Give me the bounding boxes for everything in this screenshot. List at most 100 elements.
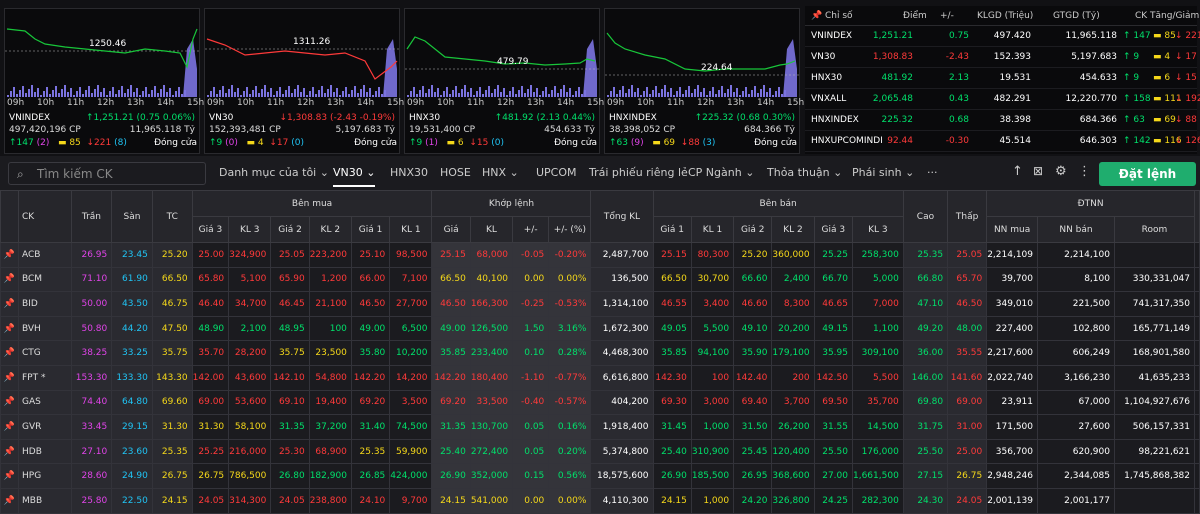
index-row[interactable]: HNXINDEX 225.32 0.68 38.398 684.366 ↑ 63 ▬ 69 ↓… xyxy=(805,110,1197,131)
pin-icon[interactable]: 📌 xyxy=(0,266,19,293)
order-button[interactable]: Đặt lệnh xyxy=(1099,162,1196,186)
table-row[interactable]: 📌 GVR 33.45 29.15 31.30 31.30 58,100 31.35 37,20… xyxy=(0,414,1200,440)
stock-symbol[interactable]: FPT * xyxy=(18,364,72,391)
group-sell: Bên bán xyxy=(652,190,904,217)
col-18[interactable]: KL 2 xyxy=(771,216,815,243)
col-15[interactable]: Giá 1 xyxy=(652,216,692,243)
col-9[interactable]: KL 1 xyxy=(389,216,433,243)
stock-symbol[interactable]: GVR xyxy=(18,414,72,440)
stock-symbol[interactable]: CTG xyxy=(18,340,72,366)
col-low[interactable]: Thấp xyxy=(947,190,988,243)
tab-2[interactable]: HNX30 xyxy=(390,166,429,179)
index-chart-vnindex[interactable]: 1250.46 09h 10h 11h 12h 13h 14h 15h VNINDEX ↑1… xyxy=(4,8,204,154)
col-total-vol[interactable]: Tổng KL xyxy=(590,190,654,243)
index-row[interactable]: HNX30 481.92 2.13 19.531 454.633 ↑ 9 ▬ 6 ↓ 15 xyxy=(805,68,1197,89)
tab-7[interactable]: CP Ngành ⌄ xyxy=(688,166,755,179)
col-23[interactable]: NN mua xyxy=(986,216,1038,243)
index-row[interactable]: HNXUPCOMINDI 92.44 -0.30 45.514 646.303 ↑ 142… xyxy=(805,131,1200,152)
tab-5[interactable]: UPCOM xyxy=(536,166,577,179)
table-row[interactable]: 📌 HDB 27.10 23.60 25.35 25.25 216,000 25.30 68,9… xyxy=(0,438,1200,465)
chart-index-name: HNX30 xyxy=(409,113,441,123)
index-row[interactable]: VN30 1,308.83 -2.43 152.393 5,197.683 ↑ 9 ▬ 4 ↓… xyxy=(805,47,1197,68)
col-20[interactable]: KL 3 xyxy=(851,216,904,243)
tab-9[interactable]: Phái sinh ⌄ xyxy=(852,166,915,179)
chart-value-traded: 684.366 Tỷ xyxy=(744,125,795,135)
pin-icon[interactable]: 📌 xyxy=(0,389,19,416)
col-floor[interactable]: Sàn xyxy=(111,190,153,243)
col-8[interactable]: Giá 1 xyxy=(350,216,391,243)
stock-symbol[interactable]: BVH xyxy=(18,315,72,342)
chart-value-traded: 5,197.683 Tỷ xyxy=(335,125,396,135)
index-chart-vn30[interactable]: 1311.26 09h 10h 11h 12h 13h 14h 15h VN30 ↓1,30… xyxy=(204,8,404,154)
search-icon: ⌕ xyxy=(17,167,24,181)
pin-icon[interactable]: 📌 xyxy=(0,315,19,342)
chart-volume: 497,420,196 CP xyxy=(9,125,81,135)
col-10[interactable]: Giá xyxy=(431,216,471,243)
table-row[interactable]: 📌 FPT * 153.30 133.30 143.30 142.00 43,600 142.… xyxy=(0,364,1200,391)
index-row[interactable]: VNINDEX 1,251.21 0.75 497.420 11,965.118 ↑ 14… xyxy=(805,26,1200,47)
chart-ref-value: 224.64 xyxy=(701,63,733,73)
tab-4[interactable]: HNX ⌄ xyxy=(482,166,519,179)
stock-symbol[interactable]: BCM xyxy=(18,266,72,293)
pin-icon[interactable]: 📌 xyxy=(0,487,19,514)
sub-header-row: Giá 3 KL 3 Giá 2 KL 2 Giá 1 KL 1 Giá KL +/- +/- (… xyxy=(1,216,1200,243)
stock-symbol[interactable]: ACB xyxy=(18,242,72,268)
chart-value-traded: 454.633 Tỷ xyxy=(544,125,595,135)
stock-symbol[interactable]: BID xyxy=(18,291,72,317)
pin-icon[interactable]: 📌 xyxy=(0,242,19,268)
index-chart-hnx30[interactable]: 479.79 09h 10h 11h 12h 13h 14h 15h HNX30 ↑481.… xyxy=(404,8,604,154)
col-17[interactable]: Giá 2 xyxy=(733,216,773,243)
col-25[interactable]: Room xyxy=(1113,216,1196,243)
table-row[interactable]: 📌 MBB 25.80 22.50 24.15 24.05 314,300 24.05 238,… xyxy=(0,487,1200,514)
stock-symbol[interactable]: HDB xyxy=(18,438,72,465)
stock-symbol[interactable]: MBB xyxy=(18,487,72,514)
pin-icon[interactable]: 📌 xyxy=(0,414,19,440)
upload-icon[interactable]: ↑ xyxy=(1012,164,1023,179)
stock-symbol[interactable]: HPG xyxy=(18,463,72,489)
col-16[interactable]: KL 1 xyxy=(690,216,735,243)
tab-10[interactable]: ··· xyxy=(927,166,938,179)
pin-icon[interactable]: 📌 xyxy=(0,463,19,489)
group-match: Khớp lệnh xyxy=(431,190,592,217)
gear-icon[interactable]: ⚙ xyxy=(1055,164,1067,179)
pin-icon[interactable]: 📌 xyxy=(0,438,19,465)
excel-icon[interactable]: ⊠ xyxy=(1033,164,1044,178)
tab-6[interactable]: Trái phiếu riêng lẻ xyxy=(589,166,688,179)
col-11[interactable]: KL xyxy=(469,216,514,243)
col-6[interactable]: Giá 2 xyxy=(270,216,310,243)
tab-3[interactable]: HOSE xyxy=(440,166,471,179)
pin-icon[interactable]: 📌 xyxy=(811,11,823,21)
col-5[interactable]: KL 3 xyxy=(228,216,272,243)
search-input[interactable]: ⌕ Tìm kiếm CK xyxy=(8,162,206,185)
col-12[interactable]: +/- xyxy=(512,216,550,243)
toolbar: ⌕ Tìm kiếm CK Danh mục của tôi ⌄ VN30 ⌄ HNX… xyxy=(0,158,1200,188)
more-icon[interactable]: ⋮ xyxy=(1078,164,1091,179)
stock-symbol[interactable]: GAS xyxy=(18,389,72,416)
col-7[interactable]: KL 2 xyxy=(308,216,352,243)
table-row[interactable]: 📌 GAS 74.40 64.80 69.60 69.00 53,600 69.10 19,40… xyxy=(0,389,1200,416)
col-13[interactable]: +/- (%) xyxy=(548,216,592,243)
table-row[interactable]: 📌 BVH 50.80 44.20 47.50 48.90 2,100 48.95 100 49.… xyxy=(0,315,1200,342)
pin-icon[interactable]: 📌 xyxy=(0,340,19,366)
pin-icon[interactable]: 📌 xyxy=(0,291,19,317)
col-19[interactable]: Giá 3 xyxy=(813,216,853,243)
chart-index-value: ↓1,308.83 (-2.43 -0.19%) xyxy=(279,113,396,123)
col-24[interactable]: NN bán xyxy=(1037,216,1115,243)
pin-icon[interactable]: 📌 xyxy=(0,364,19,391)
table-row[interactable]: 📌 BID 50.00 43.50 46.75 46.40 34,700 46.45 21,10… xyxy=(0,291,1200,317)
tab-0[interactable]: Danh mục của tôi ⌄ xyxy=(219,166,329,179)
table-row[interactable]: 📌 HPG 28.60 24.90 26.75 26.75 786,500 26.80 182,… xyxy=(0,463,1200,489)
market-overview: 1250.46 09h 10h 11h 12h 13h 14h 15h VNINDEX ↑1… xyxy=(0,0,1200,156)
table-row[interactable]: 📌 BCM 71.10 61.90 66.50 65.80 5,100 65.90 1,200 6… xyxy=(0,266,1200,293)
tab-8[interactable]: Thỏa thuận ⌄ xyxy=(767,166,843,179)
table-row[interactable]: 📌 ACB 26.95 23.45 25.20 25.00 324,900 25.05 223,… xyxy=(0,242,1200,268)
col-ceiling[interactable]: Trần xyxy=(70,190,113,243)
table-row[interactable]: 📌 CTG 38.25 33.25 35.75 35.70 28,200 35.75 23,50… xyxy=(0,340,1200,366)
index-chart-hnxindex[interactable]: 224.64 09h 10h 11h 12h 13h 14h 15h HNXINDEX ↑2… xyxy=(604,8,804,154)
tab-1[interactable]: VN30 ⌄ xyxy=(333,166,376,187)
col-4[interactable]: Giá 3 xyxy=(191,216,230,243)
col-high[interactable]: Cao xyxy=(902,190,949,243)
col-ck[interactable]: CK xyxy=(18,190,72,243)
index-row[interactable]: VNXALL 2,065.48 0.43 482.291 12,220.770 ↑ 158… xyxy=(805,89,1200,110)
col-ref[interactable]: TC xyxy=(151,190,193,243)
